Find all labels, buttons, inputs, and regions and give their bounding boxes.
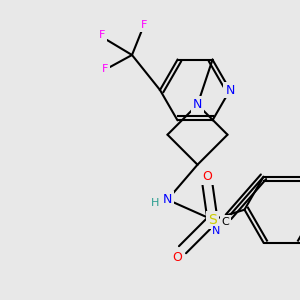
Text: O: O [172,251,182,264]
Text: F: F [141,20,147,30]
Text: N: N [225,83,235,97]
Text: N: N [193,98,202,111]
Text: N: N [212,226,221,236]
Text: N: N [163,193,172,206]
Text: F: F [102,64,108,74]
Text: S: S [208,213,217,227]
Text: H: H [151,198,160,208]
Text: F: F [99,30,105,40]
Text: O: O [202,170,212,183]
Text: C: C [222,217,230,227]
